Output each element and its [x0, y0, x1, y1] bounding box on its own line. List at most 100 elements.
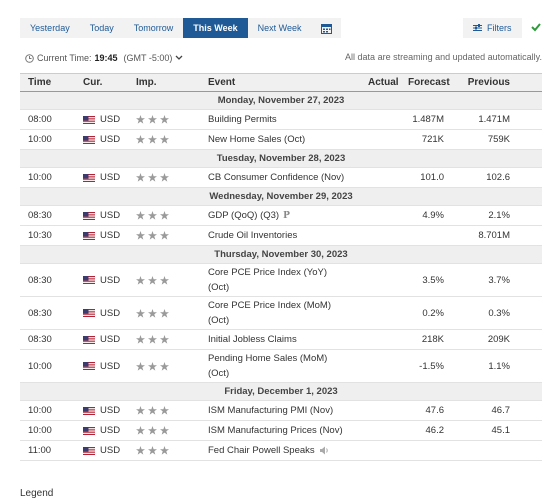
event-name: CB Consumer Confidence (Nov) — [208, 172, 345, 183]
tab[interactable]: Yesterday — [30, 23, 70, 33]
star — [136, 211, 145, 220]
star — [148, 406, 157, 415]
event-name: Core PCE Price Index (MoM) — [208, 300, 332, 311]
event-row[interactable]: 08:30 USD Core PCE Price Index (MoM) (Oct) 0… — [20, 296, 542, 330]
tab[interactable]: Today — [89, 23, 114, 33]
currency-cell: USD — [75, 167, 128, 188]
star — [136, 115, 145, 124]
star — [148, 231, 157, 240]
previous: 209K — [450, 329, 542, 350]
event-row[interactable]: 08:00 USD Building Permits 1.487M 1.471M — [20, 109, 542, 130]
us-flag — [83, 276, 95, 284]
event-row[interactable]: 10:00 USD New Home Sales (Oct) 721K 759K — [20, 129, 542, 150]
event-cell: CB Consumer Confidence (Nov) — [200, 167, 360, 188]
event-name: Pending Home Sales (MoM) — [208, 353, 328, 364]
event-row[interactable]: 11:00 USD Fed Chair Powell Speaks — [20, 440, 542, 461]
time-zone[interactable]: (GMT -5:00) — [123, 53, 173, 63]
currency-cell: USD — [75, 349, 128, 383]
importance-stars — [136, 173, 200, 182]
star — [148, 361, 157, 371]
event-row[interactable]: 08:30 USD Core PCE Price Index (YoY) (Oct) 3… — [20, 263, 542, 297]
actual — [360, 225, 400, 246]
event-row[interactable]: 08:30 USD GDP (QoQ) (Q3) P 4.9% 2.1% — [20, 205, 542, 226]
event-name: Initial Jobless Claims — [208, 334, 297, 345]
event-row[interactable]: 10:00 USD ISM Manufacturing Prices (Nov) 46… — [20, 420, 542, 441]
star — [160, 308, 169, 318]
event-name: Crude Oil Inventories — [208, 230, 298, 241]
star — [160, 211, 169, 220]
actual — [360, 296, 400, 330]
actual — [360, 400, 400, 421]
currency-cell: USD — [75, 440, 128, 461]
currency-code: USD — [100, 172, 121, 183]
currency-code: USD — [100, 134, 121, 145]
dropdown-caret[interactable] — [175, 55, 183, 61]
us-flag — [83, 173, 95, 182]
time: 10:30 — [20, 225, 75, 246]
event-row[interactable]: 10:00 USD Pending Home Sales (MoM) (Oct) -1.… — [20, 349, 542, 383]
event-row[interactable]: 10:30 USD Crude Oil Inventories 8.701M — [20, 225, 542, 246]
star — [148, 135, 157, 144]
currency: USD — [83, 308, 128, 319]
event-name: Building Permits — [208, 114, 277, 125]
date-label: Wednesday, November 29, 2023 — [20, 187, 542, 206]
column-header: Time — [20, 73, 75, 92]
actual — [360, 263, 400, 297]
currency-code: USD — [100, 307, 121, 319]
importance-cell — [128, 329, 200, 350]
currency: USD — [83, 445, 128, 456]
audio-icon — [319, 446, 328, 455]
star — [136, 173, 145, 182]
current-time: Current Time: 19:45 (GMT -5:00) — [25, 53, 183, 63]
currency: USD — [83, 134, 128, 145]
previous: 1.471M — [450, 109, 542, 130]
importance-stars — [136, 275, 200, 285]
column-header: Imp. — [128, 73, 200, 92]
date-row: Wednesday, November 29, 2023 — [20, 187, 542, 206]
forecast — [400, 225, 450, 246]
legend-link[interactable]: Legend — [20, 488, 54, 499]
event-cell: Core PCE Price Index (MoM) (Oct) — [200, 296, 360, 330]
previous: 102.6 — [450, 167, 542, 188]
star — [136, 335, 145, 344]
filters-button[interactable]: Filters — [463, 18, 522, 38]
currency-code: USD — [100, 210, 121, 221]
event-name: New Home Sales (Oct) — [208, 134, 306, 145]
event-cell: Core PCE Price Index (YoY) (Oct) — [200, 263, 360, 297]
calendar-button[interactable] — [311, 18, 341, 38]
forecast: 101.0 — [400, 167, 450, 188]
star — [136, 308, 145, 318]
actual — [360, 329, 400, 350]
date-label: Friday, December 1, 2023 — [20, 382, 542, 401]
us-flag — [83, 211, 95, 220]
event-name: (Oct) — [208, 368, 230, 379]
star — [160, 135, 169, 144]
importance-stars — [136, 406, 200, 415]
currency-code: USD — [100, 425, 121, 436]
event-cell: Pending Home Sales (MoM) (Oct) — [200, 349, 360, 383]
star — [148, 275, 157, 285]
star — [136, 275, 145, 285]
tab[interactable]: Tomorrow — [133, 23, 174, 33]
importance-cell — [128, 263, 200, 297]
tab[interactable]: This Week — [183, 18, 248, 38]
importance-cell — [128, 205, 200, 226]
forecast: 46.2 — [400, 420, 450, 441]
actual — [360, 167, 400, 188]
currency-code: USD — [100, 274, 121, 286]
column-header: Previous — [450, 73, 542, 92]
currency: USD — [83, 275, 128, 286]
event-row[interactable]: 10:00 USD CB Consumer Confidence (Nov) 101.… — [20, 167, 542, 188]
time: 08:30 — [20, 329, 75, 350]
star — [136, 406, 145, 415]
event-row[interactable]: 08:30 USD Initial Jobless Claims 218K 209K — [20, 329, 542, 350]
importance-stars — [136, 115, 200, 124]
currency-code: USD — [100, 445, 121, 456]
tab[interactable]: Next Week — [257, 23, 302, 33]
forecast: 3.5% — [400, 263, 450, 297]
importance-stars — [136, 231, 200, 240]
event-row[interactable]: 10:00 USD ISM Manufacturing PMI (Nov) 47.6 4… — [20, 400, 542, 421]
importance-stars — [136, 211, 200, 220]
currency-code: USD — [100, 230, 121, 241]
currency: USD — [83, 361, 128, 372]
